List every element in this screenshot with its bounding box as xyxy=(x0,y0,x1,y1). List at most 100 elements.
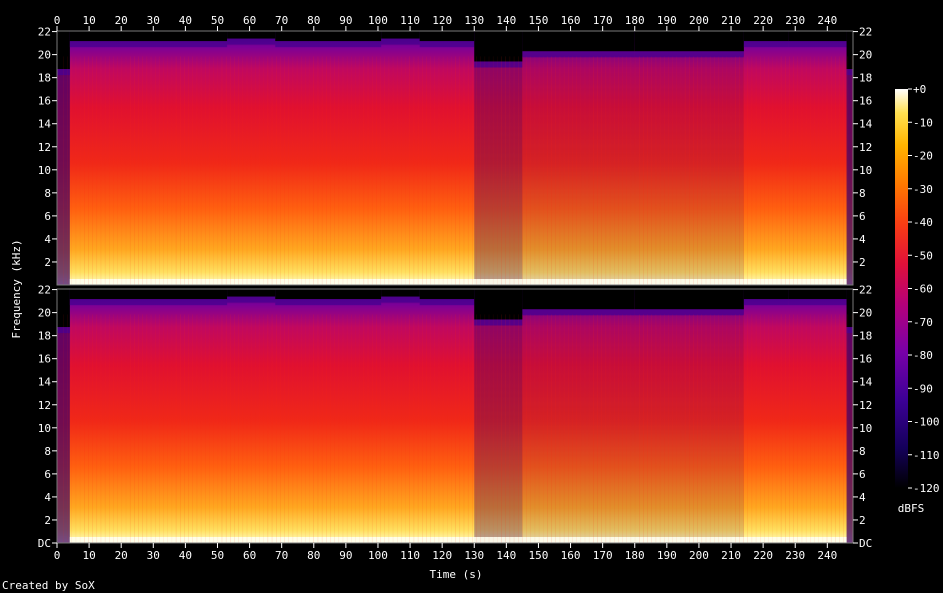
x-tick-label: 50 xyxy=(211,14,224,27)
x-tick-label: 40 xyxy=(179,14,192,27)
x-tick-label: 90 xyxy=(339,549,352,562)
x-tick-label: 80 xyxy=(307,549,320,562)
x-tick-label: 230 xyxy=(785,14,805,27)
colorbar-tick-label: -60 xyxy=(913,283,933,296)
colorbar-tick-label: -90 xyxy=(913,382,933,395)
y-tick-label: 2 xyxy=(44,256,51,269)
x-tick-label: 100 xyxy=(368,14,388,27)
time-segment-loud xyxy=(275,289,382,306)
time-segment-fade-out xyxy=(846,289,853,543)
x-tick-label: 20 xyxy=(115,549,128,562)
colorbar-tick-label: -120 xyxy=(913,482,940,495)
x-tick-label: 110 xyxy=(400,14,420,27)
time-segment-loud xyxy=(743,31,789,48)
y-tick-label: 6 xyxy=(859,468,866,481)
x-tick-label: 230 xyxy=(785,549,805,562)
y-tick-label: 2 xyxy=(859,514,866,527)
y-tick-label: 2 xyxy=(44,514,51,527)
y-tick-label: 12 xyxy=(38,141,51,154)
time-segment-very-loud xyxy=(381,289,420,303)
y-tick-label: 16 xyxy=(38,353,51,366)
time-segment-loud xyxy=(419,31,475,48)
x-tick-label: 0 xyxy=(54,14,61,27)
x-tick-label: 130 xyxy=(464,549,484,562)
colorbar-tick-label: -40 xyxy=(913,216,933,229)
y-tick-label: 14 xyxy=(38,376,52,389)
y-tick-label: 8 xyxy=(859,445,866,458)
y-tick-label: 18 xyxy=(38,72,51,85)
x-tick-label: 190 xyxy=(657,14,677,27)
time-segment-loud xyxy=(69,31,228,48)
time-segment-very-loud xyxy=(227,289,276,303)
x-tick-label: 30 xyxy=(147,14,160,27)
time-segment-quieter xyxy=(474,289,523,543)
x-tick-label: 40 xyxy=(179,549,192,562)
time-segment-quiet-intro xyxy=(57,289,70,543)
time-segment-medium xyxy=(634,289,744,543)
x-tick-label: 80 xyxy=(307,14,320,27)
x-tick-label: 120 xyxy=(432,549,452,562)
y-tick-label: 22 xyxy=(38,26,51,39)
y-tick-label: 6 xyxy=(44,210,51,223)
time-segment-loud xyxy=(788,289,847,306)
colorbar-tick-label: -50 xyxy=(913,249,933,262)
x-tick-label: 130 xyxy=(464,14,484,27)
x-tick-label: 180 xyxy=(625,14,645,27)
x-tick-label: 20 xyxy=(115,14,128,27)
y-tick-label: 20 xyxy=(38,307,51,320)
colorbar-tick-label: -20 xyxy=(913,150,933,163)
colorbar-tick-label: -100 xyxy=(913,416,940,429)
x-tick-label: 150 xyxy=(529,549,549,562)
y-tick-label: 22 xyxy=(859,284,872,297)
y-tick-label: DC xyxy=(859,537,872,550)
y-tick-label: 10 xyxy=(38,422,51,435)
time-segment-loud xyxy=(743,289,789,306)
panel-frame xyxy=(56,288,854,544)
x-tick-label: 100 xyxy=(368,549,388,562)
y-tick-label: 18 xyxy=(38,330,51,343)
time-segment-quiet-intro xyxy=(57,31,70,285)
y-tick-label: 20 xyxy=(859,307,872,320)
x-tick-label: 70 xyxy=(275,549,288,562)
y-tick-label: 16 xyxy=(859,95,872,108)
spectrogram-heatmap xyxy=(57,31,853,285)
x-tick-label: 200 xyxy=(689,549,709,562)
spectrogram-panel-2 xyxy=(57,289,853,543)
time-segment-medium xyxy=(522,31,635,285)
y-tick-label: 16 xyxy=(38,95,51,108)
y-tick-label: 8 xyxy=(44,445,51,458)
y-tick-label: 4 xyxy=(859,491,866,504)
y-tick-label: 20 xyxy=(38,49,51,62)
x-tick-label: 10 xyxy=(82,549,95,562)
x-tick-label: 140 xyxy=(496,549,516,562)
time-segment-medium xyxy=(634,31,744,285)
y-tick-label: 8 xyxy=(859,187,866,200)
x-tick-label: 10 xyxy=(82,14,95,27)
time-segment-very-loud xyxy=(227,31,276,45)
y-tick-label: 16 xyxy=(859,353,872,366)
y-tick-label: 14 xyxy=(859,376,873,389)
x-tick-label: 160 xyxy=(561,549,581,562)
x-tick-label: 60 xyxy=(243,549,256,562)
x-tick-label: 140 xyxy=(496,14,516,27)
spectrogram-plots xyxy=(57,31,853,543)
colorbar-tick-label: -10 xyxy=(913,116,933,129)
colorbar-tick-label: -30 xyxy=(913,183,933,196)
colorbar-tick-label: -70 xyxy=(913,316,933,329)
x-tick-label: 220 xyxy=(753,549,773,562)
y-tick-label: 6 xyxy=(859,210,866,223)
colorbar-label: dBFS xyxy=(898,502,925,515)
time-segment-fade-out xyxy=(846,31,853,285)
y-tick-label: 10 xyxy=(859,164,872,177)
y-tick-label: 14 xyxy=(859,118,873,131)
spectrogram-panel-1 xyxy=(57,31,853,285)
x-tick-label: 150 xyxy=(529,14,549,27)
time-segment-medium xyxy=(522,289,635,543)
y-tick-label: 12 xyxy=(859,399,872,412)
x-tick-label: 120 xyxy=(432,14,452,27)
time-segment-loud xyxy=(275,31,382,48)
x-tick-label: 180 xyxy=(625,549,645,562)
x-tick-label: 240 xyxy=(817,549,837,562)
